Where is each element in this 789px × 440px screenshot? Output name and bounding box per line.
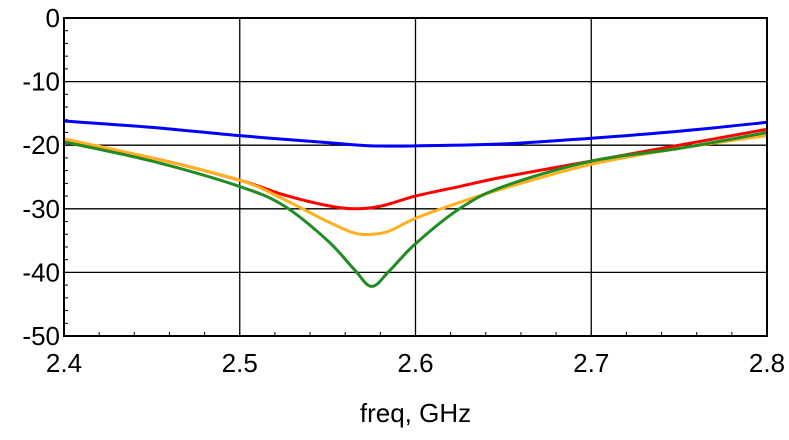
x-axis-title: freq, GHz (360, 398, 471, 428)
series-line-3 (63, 134, 768, 237)
plot-frame (63, 17, 768, 337)
series-layer (63, 119, 768, 288)
x-tick-label: 2.8 (749, 348, 785, 378)
x-tick-labels: 2.4 2.5 2.6 2.7 2.8 (46, 348, 785, 378)
x-tick-label: 2.6 (397, 348, 433, 378)
y-tick-labels: 0 -10 -20 -30 -40 -50 (22, 3, 60, 351)
y-tick-label: -40 (22, 257, 60, 287)
y-tick-label: -30 (22, 194, 60, 224)
x-tick-label: 2.5 (222, 348, 258, 378)
y-tick-label: -10 (22, 67, 60, 97)
x-tick-label: 2.7 (573, 348, 609, 378)
series-line-1 (63, 119, 768, 148)
x-tick-label: 2.4 (46, 348, 82, 378)
y-tick-label: -20 (22, 130, 60, 160)
grid (63, 17, 768, 337)
y-tick-label: 0 (46, 3, 60, 33)
y-tick-label: -50 (22, 321, 60, 351)
series-line-4 (63, 131, 768, 288)
